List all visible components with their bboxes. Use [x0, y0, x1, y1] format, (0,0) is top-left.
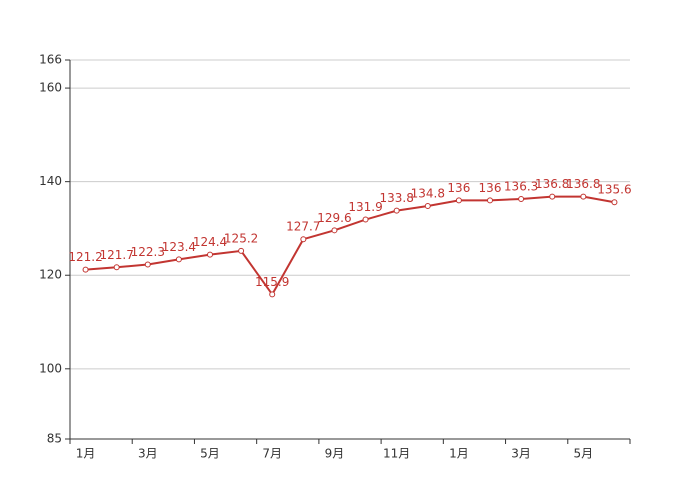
point [393, 207, 400, 214]
data-label: 129.6 [317, 211, 351, 225]
point [580, 193, 587, 200]
data-label: 121.2 [68, 250, 102, 264]
point [487, 197, 493, 204]
point [144, 261, 151, 268]
data-label: 115.9 [255, 275, 289, 289]
point [518, 195, 525, 202]
line [85, 195, 615, 297]
y-tick-label: 85 [47, 432, 62, 446]
data-label: 136.8 [566, 177, 600, 191]
data-label: 135.6 [597, 183, 631, 197]
x-tick-label: 5月 [200, 447, 220, 461]
data-label: 136.8 [535, 177, 569, 191]
y-tick-label: 120 [39, 268, 62, 282]
point [269, 291, 276, 298]
x-tick-label: 5月 [574, 447, 594, 461]
point [362, 216, 369, 223]
x-tick-label: 9月 [325, 447, 345, 461]
data-label: 136.3 [504, 179, 538, 193]
y-tick-label: 160 [39, 81, 62, 95]
x-tick-label: 1月 [449, 447, 469, 461]
point [455, 197, 462, 204]
point [175, 256, 182, 263]
x-tick-label: 1月 [76, 447, 96, 461]
y-tick-label: 100 [39, 361, 62, 375]
data-label: 131.9 [348, 200, 382, 214]
point [549, 193, 556, 200]
data-label: 124.4 [193, 235, 227, 249]
x-tick-label: 3月 [138, 447, 158, 461]
point [300, 236, 307, 243]
point [207, 251, 213, 258]
y-tick-label: 140 [39, 174, 62, 188]
x-tick-label: 11月 [383, 447, 410, 461]
y-tick-label: 166 [39, 53, 62, 67]
point [113, 264, 120, 271]
data-label: 136 [447, 181, 470, 195]
point [611, 199, 618, 206]
data-label: 136 [479, 181, 502, 195]
x-tick-label: 3月 [511, 447, 531, 461]
data-label: 122.3 [131, 245, 165, 259]
data-label: 127.7 [286, 220, 320, 234]
point [331, 227, 338, 234]
data-label: 121.7 [99, 248, 133, 262]
x-tick-label: 7月 [262, 447, 282, 461]
data-label: 133.8 [379, 191, 413, 205]
point [424, 202, 431, 209]
data-label: 123.4 [162, 240, 196, 254]
data-label: 125.2 [224, 231, 258, 245]
point [238, 247, 245, 254]
point [82, 266, 89, 273]
data-label: 134.8 [411, 186, 445, 200]
